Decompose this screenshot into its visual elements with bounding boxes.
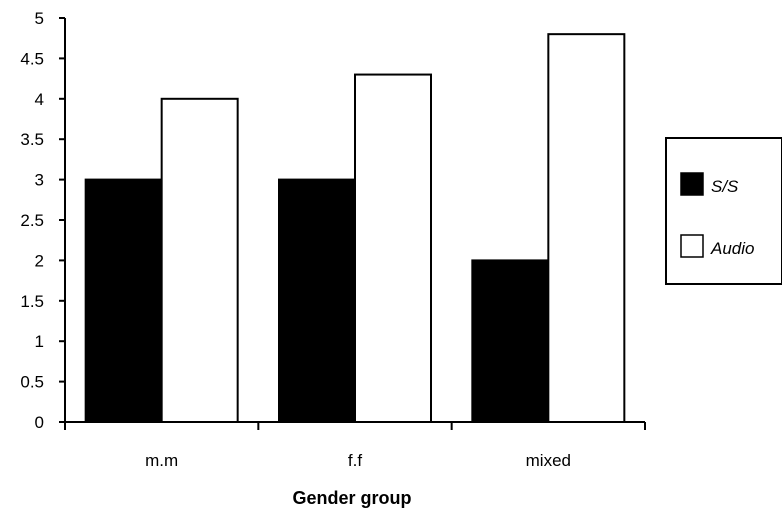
y-tick-label: 3.5 (20, 130, 44, 149)
y-tick-label: 1 (35, 332, 44, 351)
legend-label: Audio (710, 239, 754, 258)
bar-audio-mixed (547, 33, 626, 423)
x-category-label: mixed (526, 451, 571, 470)
bar-audio-ff (354, 73, 432, 423)
legend-swatch (680, 172, 704, 196)
y-tick-label: 2.5 (20, 211, 44, 230)
legend: S/S Audio (665, 137, 782, 285)
y-tick-label: 0.5 (20, 373, 44, 392)
y-tick-label: 2 (35, 251, 44, 270)
y-tick-label: 3 (35, 171, 44, 190)
y-tick-label: 4 (35, 90, 44, 109)
y-tick-label: 1.5 (20, 292, 44, 311)
bar-audio-mm (160, 97, 239, 424)
bar-ss-mixed (471, 259, 550, 423)
bar-ss-ff (278, 178, 356, 423)
legend-swatch (680, 234, 704, 258)
legend-label: S/S (711, 177, 739, 196)
bars (84, 33, 626, 424)
x-axis: m.m f.f mixed (64, 421, 646, 470)
legend-box (665, 137, 782, 285)
x-category-label: f.f (348, 451, 362, 470)
y-axis: 0 0.5 1 1.5 2 2.5 3 3.5 4 4.5 5 (20, 9, 66, 432)
y-tick-label: 4.5 (20, 49, 44, 68)
y-tick-label: 5 (35, 9, 44, 28)
x-category-label: m.m (145, 451, 178, 470)
bar-ss-mm (84, 178, 163, 423)
x-axis-title: Gender group (292, 488, 411, 508)
y-tick-label: 0 (35, 413, 44, 432)
